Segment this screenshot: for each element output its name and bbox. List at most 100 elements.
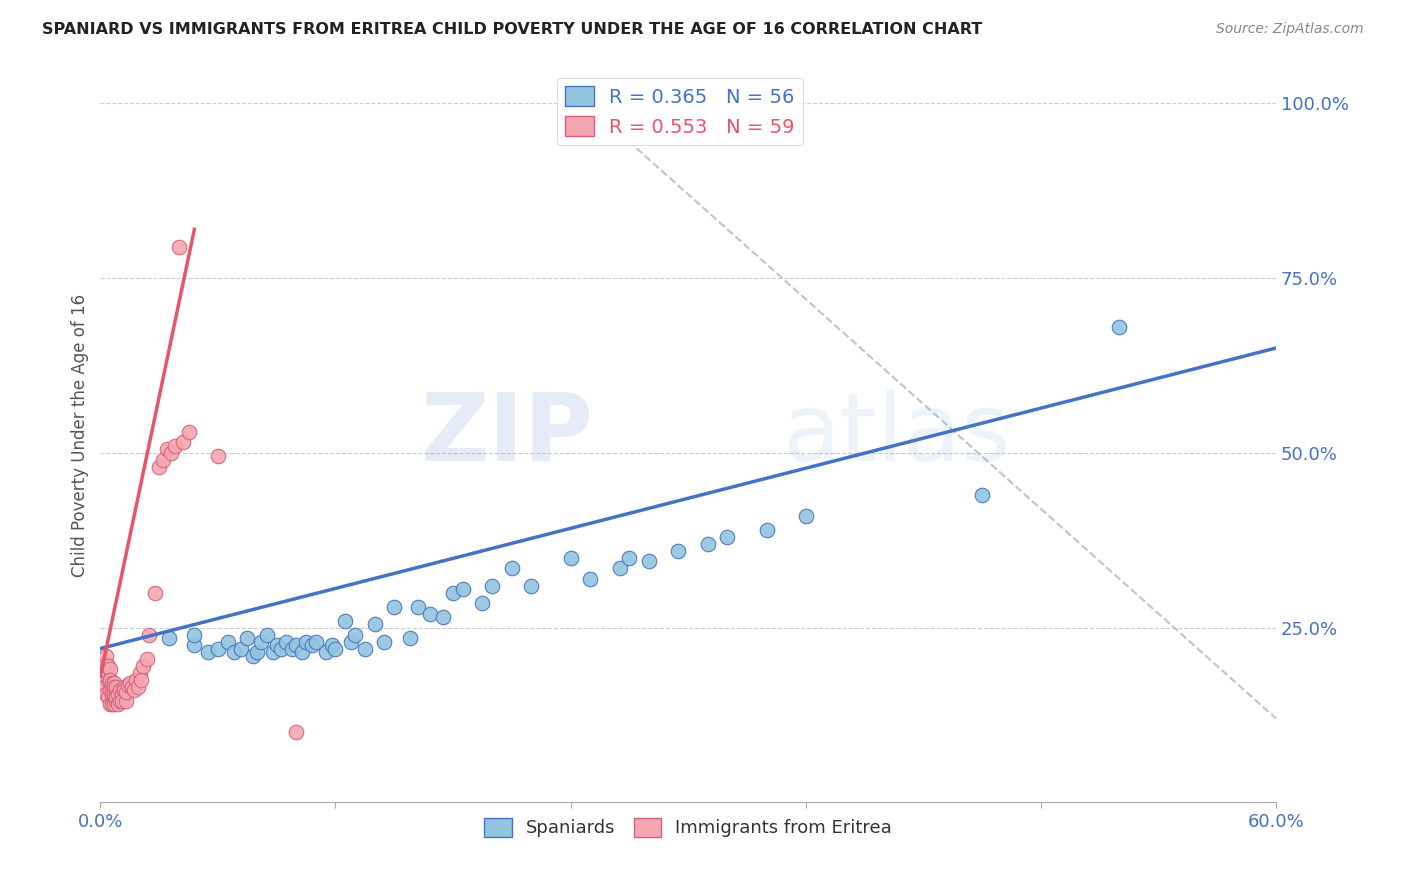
Point — [105, 687, 128, 701]
Point — [111, 694, 134, 708]
Point — [207, 450, 229, 464]
Point — [103, 676, 125, 690]
Point — [105, 680, 128, 694]
Y-axis label: Child Poverty Under the Age of 16: Child Poverty Under the Age of 16 — [72, 293, 89, 577]
Point — [1108, 320, 1130, 334]
Point — [242, 648, 264, 663]
Point — [108, 694, 131, 708]
Point — [136, 652, 159, 666]
Point — [117, 678, 139, 692]
Point — [354, 641, 377, 656]
Point — [138, 627, 160, 641]
Point — [321, 638, 343, 652]
Point — [619, 550, 641, 565]
Point — [167, 240, 190, 254]
Point — [101, 683, 124, 698]
Point — [156, 442, 179, 457]
Point — [246, 645, 269, 659]
Point — [160, 446, 183, 460]
Point — [112, 683, 135, 698]
Point — [122, 683, 145, 698]
Point — [101, 698, 124, 712]
Point — [98, 663, 121, 677]
Point — [97, 690, 120, 705]
Point — [97, 673, 120, 687]
Point — [107, 687, 129, 701]
Point — [124, 673, 146, 687]
Point — [441, 585, 464, 599]
Point — [340, 634, 363, 648]
Text: ZIP: ZIP — [422, 390, 595, 482]
Point — [399, 631, 422, 645]
Point — [98, 698, 121, 712]
Point — [121, 680, 143, 694]
Point — [111, 687, 134, 701]
Point — [112, 680, 135, 694]
Point — [609, 561, 631, 575]
Point — [207, 641, 229, 656]
Point — [579, 572, 602, 586]
Point — [281, 641, 304, 656]
Point — [301, 638, 323, 652]
Point — [222, 645, 245, 659]
Point — [418, 607, 440, 621]
Point — [285, 638, 308, 652]
Point — [107, 698, 129, 712]
Point — [98, 673, 121, 687]
Point — [108, 683, 131, 698]
Point — [101, 687, 124, 701]
Point — [295, 634, 318, 648]
Text: SPANIARD VS IMMIGRANTS FROM ERITREA CHILD POVERTY UNDER THE AGE OF 16 CORRELATIO: SPANIARD VS IMMIGRANTS FROM ERITREA CHIL… — [42, 22, 983, 37]
Point — [197, 645, 219, 659]
Point — [183, 638, 205, 652]
Point — [970, 488, 993, 502]
Point — [451, 582, 474, 596]
Point — [638, 554, 661, 568]
Point — [98, 673, 121, 687]
Point — [103, 680, 125, 694]
Point — [105, 694, 128, 708]
Point — [305, 634, 328, 648]
Point — [96, 648, 118, 663]
Point — [382, 599, 405, 614]
Point — [373, 634, 395, 648]
Point — [101, 676, 124, 690]
Point — [363, 617, 385, 632]
Point — [716, 530, 738, 544]
Point — [481, 579, 503, 593]
Point — [231, 641, 253, 656]
Point — [103, 698, 125, 712]
Point — [250, 634, 273, 648]
Point — [315, 645, 337, 659]
Point — [432, 610, 454, 624]
Point — [128, 665, 150, 680]
Point — [93, 680, 115, 694]
Point — [406, 599, 429, 614]
Point — [262, 645, 284, 659]
Point — [794, 508, 817, 523]
Point — [183, 627, 205, 641]
Point — [560, 82, 582, 96]
Point — [103, 687, 125, 701]
Point — [96, 687, 118, 701]
Point — [143, 585, 166, 599]
Point — [96, 659, 118, 673]
Point — [96, 656, 118, 670]
Point — [501, 561, 523, 575]
Point — [132, 659, 155, 673]
Point — [276, 634, 298, 648]
Point — [266, 638, 288, 652]
Point — [520, 579, 543, 593]
Point — [325, 641, 347, 656]
Point — [755, 523, 778, 537]
Point — [344, 627, 367, 641]
Point — [696, 537, 718, 551]
Point — [118, 676, 141, 690]
Point — [236, 631, 259, 645]
Point — [666, 543, 689, 558]
Point — [560, 550, 582, 565]
Point — [270, 641, 292, 656]
Point — [291, 645, 314, 659]
Point — [105, 690, 128, 705]
Point — [131, 673, 153, 687]
